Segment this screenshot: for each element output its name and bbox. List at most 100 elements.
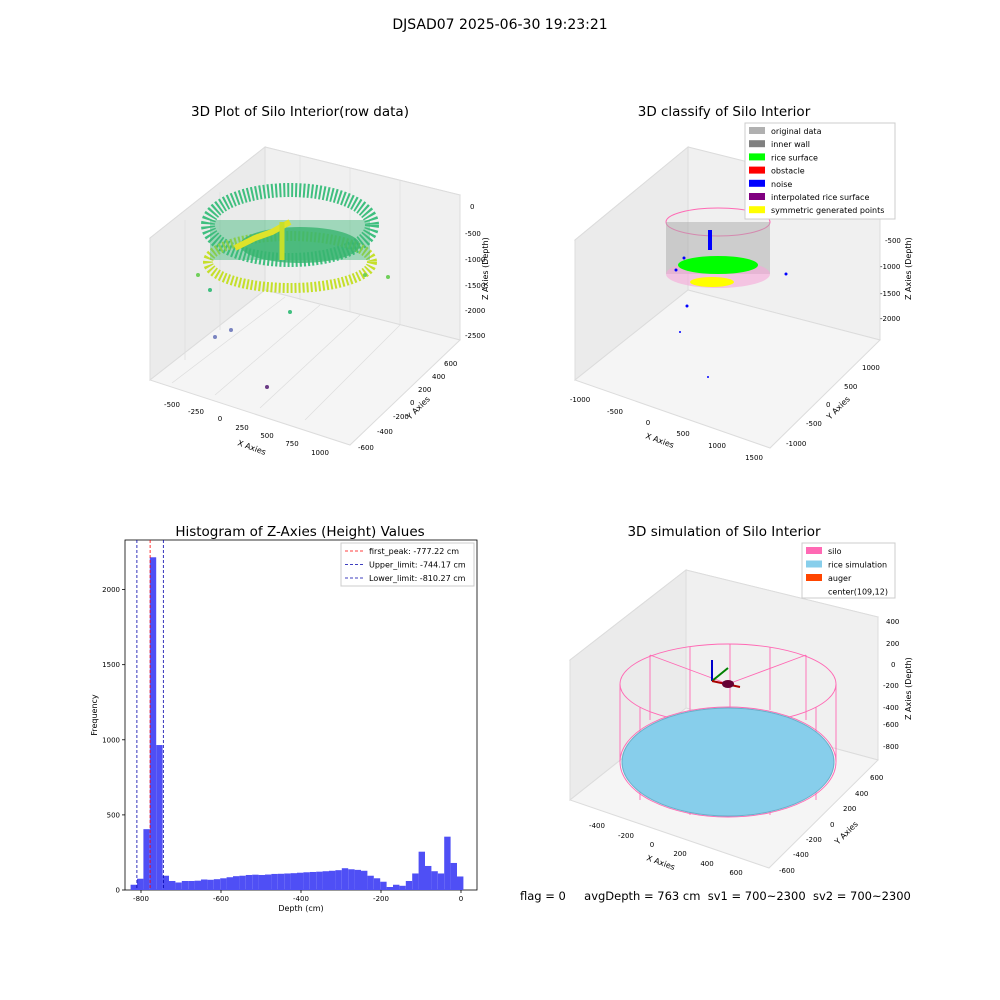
histogram-xtick-label: -400 [293, 895, 309, 903]
legend-swatch [749, 179, 765, 187]
panel2-legend: original data inner wall rice surface obsta… [744, 122, 896, 220]
legend-label: obstacle [771, 167, 805, 176]
svg-text:1000: 1000 [311, 449, 329, 457]
svg-text:-400: -400 [793, 851, 809, 859]
histogram-bar [290, 873, 297, 890]
svg-text:0: 0 [830, 821, 834, 829]
histogram-bar [233, 876, 240, 890]
svg-text:250: 250 [235, 424, 248, 432]
histogram-bar [130, 884, 137, 890]
panel3-histogram: -800 -600 -400 -200 0 0 500 1000 1500 2000 Depth… [90, 539, 478, 913]
histogram-bar [143, 829, 150, 890]
histogram-bar [450, 862, 457, 890]
legend-label: original data [771, 127, 822, 136]
legend-swatch [749, 193, 765, 200]
histogram-bar [245, 874, 253, 890]
svg-text:600: 600 [870, 774, 883, 782]
svg-text:600: 600 [729, 869, 742, 877]
svg-text:-200: -200 [393, 413, 409, 421]
legend-swatch [749, 140, 765, 148]
histogram-bar [329, 870, 336, 890]
panel4-auger [711, 660, 741, 688]
panel2-xlabel: X Axies [644, 431, 675, 450]
histogram-bar [418, 851, 425, 890]
svg-text:-500: -500 [607, 408, 623, 416]
svg-text:-600: -600 [883, 721, 899, 729]
panel1-ylabel: Y Axies [404, 395, 432, 423]
svg-text:-1000: -1000 [880, 263, 900, 271]
legend-label: noise [771, 180, 792, 189]
svg-text:200: 200 [843, 805, 856, 813]
sv2-value: sv2 = 700~2300 [812, 889, 911, 903]
svg-text:-1500: -1500 [880, 290, 900, 298]
svg-text:-600: -600 [779, 867, 795, 875]
svg-text:0: 0 [650, 841, 654, 849]
svg-text:-1000: -1000 [786, 440, 806, 448]
histogram-bar [425, 865, 432, 890]
svg-text:0: 0 [891, 661, 895, 669]
histogram-bar [386, 886, 393, 890]
legend-swatch [749, 206, 765, 214]
panel4-zlabel: Z Axies (Depth) [904, 657, 913, 720]
histogram-bar [373, 878, 381, 890]
histogram-bar [239, 875, 246, 890]
svg-text:-500: -500 [806, 420, 822, 428]
svg-text:400: 400 [855, 790, 868, 798]
histogram-xtick-label: 0 [459, 895, 463, 903]
svg-text:-2000: -2000 [880, 315, 900, 323]
histogram-legend-label: Lower_limit: -810.27 cm [369, 574, 466, 583]
histogram-bar [297, 872, 304, 890]
histogram-bar [188, 880, 195, 890]
svg-text:1000: 1000 [862, 364, 880, 372]
histogram-bar [367, 875, 374, 890]
histogram-xtick-label: -600 [213, 895, 229, 903]
svg-text:-400: -400 [883, 704, 899, 712]
svg-text:-500: -500 [885, 237, 901, 245]
panel3-title: Histogram of Z-Axies (Height) Values [175, 524, 425, 540]
histogram-bar [309, 871, 317, 890]
svg-text:-200: -200 [618, 832, 634, 840]
histogram-bar [137, 878, 144, 890]
histogram-bar [258, 874, 265, 890]
histogram-bar [162, 875, 169, 890]
svg-text:600: 600 [444, 360, 457, 368]
histogram-ytick-label: 1000 [102, 736, 120, 744]
svg-text:-500: -500 [164, 401, 180, 409]
histogram-bar [341, 868, 349, 890]
histogram-bar [316, 871, 323, 890]
histogram-bar [412, 873, 419, 890]
svg-text:-600: -600 [358, 444, 374, 452]
svg-text:-1500: -1500 [465, 282, 485, 290]
histogram-bar [284, 873, 291, 890]
histogram-bar [457, 876, 464, 890]
histogram-ytick-label: 0 [116, 887, 120, 895]
avg-depth-value: avgDepth = 763 cm [584, 889, 701, 903]
histogram-bar [277, 873, 285, 890]
svg-text:-1000: -1000 [465, 256, 485, 264]
svg-text:-400: -400 [589, 822, 605, 830]
svg-text:0: 0 [470, 203, 474, 211]
histogram-bar [431, 871, 438, 890]
svg-text:400: 400 [886, 618, 899, 626]
panel4-rice-surface [621, 707, 835, 817]
histogram-ylabel: Frequency [90, 694, 99, 736]
histogram-bar [303, 872, 310, 890]
svg-text:-2000: -2000 [465, 307, 485, 315]
svg-text:-800: -800 [883, 743, 899, 751]
histogram-bar [271, 873, 278, 890]
panel4-xlabel: X Axies [645, 853, 676, 872]
svg-text:-250: -250 [188, 408, 204, 416]
histogram-bar [156, 745, 163, 890]
histogram-bar [226, 877, 233, 890]
panel1-zlabel: Z Axies (Depth) [481, 237, 490, 300]
histogram-xtick-label: -800 [133, 895, 149, 903]
histogram-bar [175, 882, 182, 890]
histogram-bar [437, 873, 445, 890]
legend-swatch [806, 547, 822, 554]
histogram-bar [399, 885, 406, 890]
histogram-bar [149, 557, 157, 890]
histogram-xtick-label: -200 [373, 895, 389, 903]
svg-text:0: 0 [826, 401, 830, 409]
flag-value: flag = 0 [520, 889, 566, 903]
